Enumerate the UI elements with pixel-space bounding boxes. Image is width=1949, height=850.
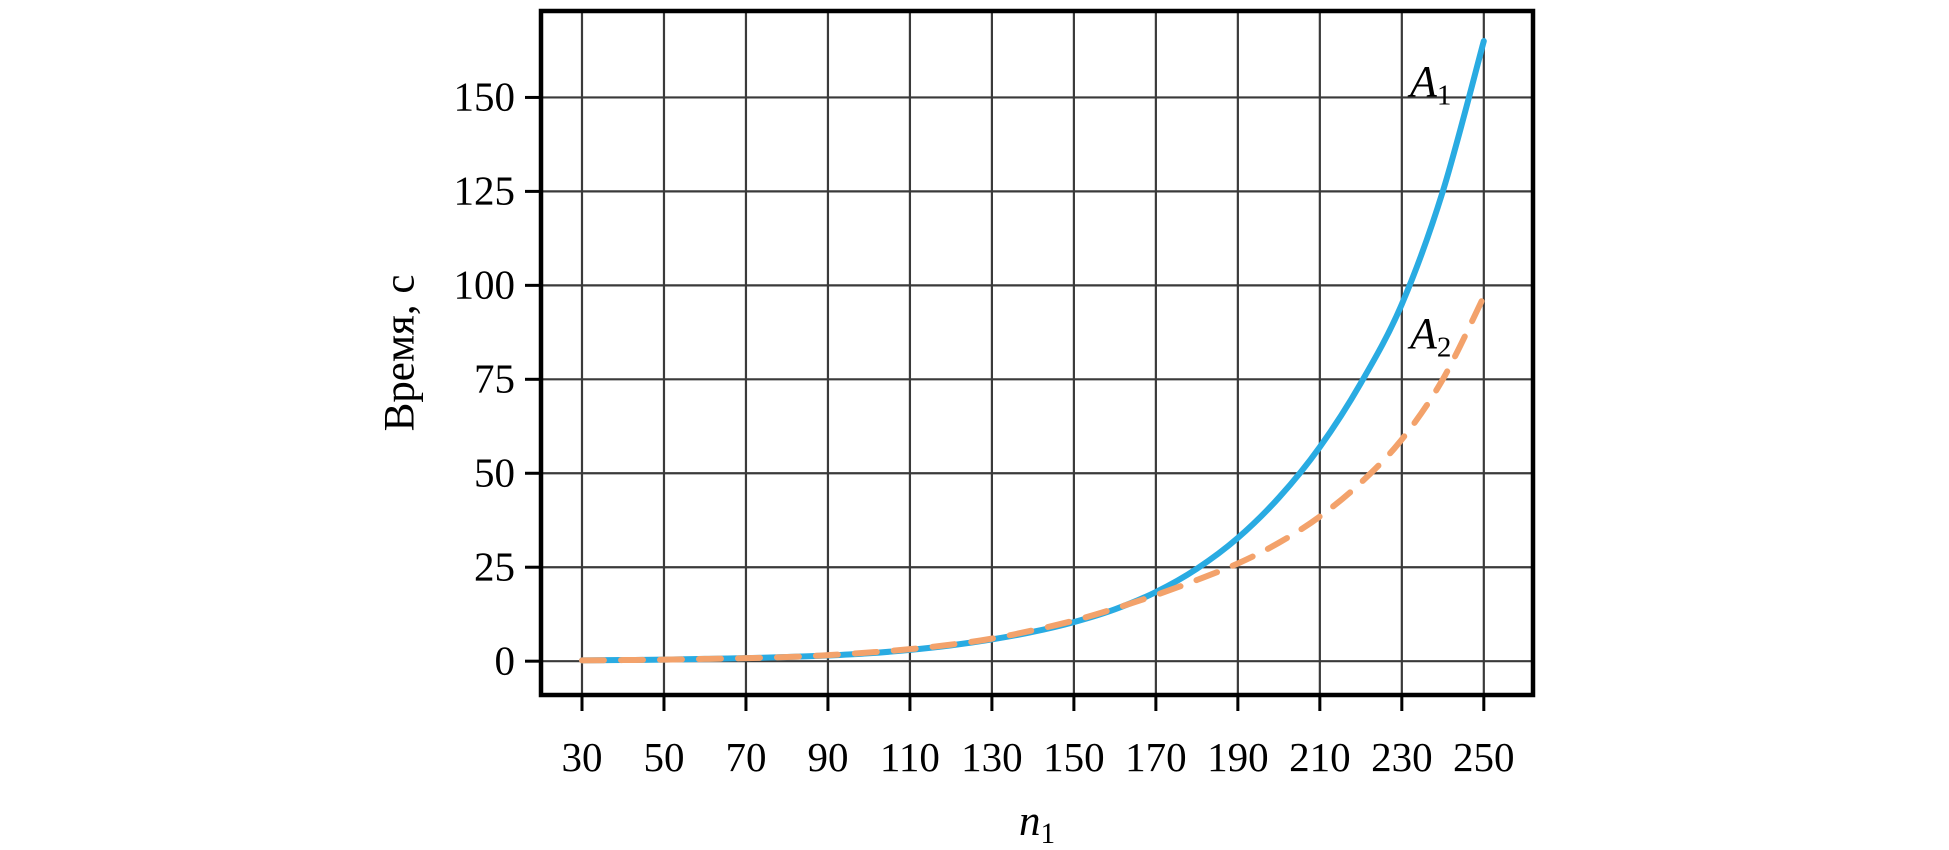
- x-tick-label: 150: [1043, 734, 1105, 780]
- gridlines: [541, 11, 1533, 695]
- curve-label-a2: A2: [1410, 308, 1452, 364]
- axis-spines: [538, 8, 1536, 698]
- axis-ticks: [525, 95, 1486, 711]
- data-curves: [578, 38, 1487, 664]
- x-axis-title-base: n: [1018, 798, 1041, 845]
- x-tick-label: 190: [1207, 734, 1269, 780]
- x-tick-label: 130: [961, 734, 1023, 780]
- y-tick-label: 150: [453, 73, 516, 120]
- y-axis-title: Время, с: [376, 274, 424, 432]
- curve-label-subscript: 1: [1436, 79, 1452, 112]
- x-tick-label: 230: [1371, 734, 1433, 780]
- x-axis-title-subscript: 1: [1040, 818, 1056, 850]
- plot-border: [538, 8, 1536, 698]
- curve-label-a1: A1: [1410, 56, 1452, 112]
- y-tick-label: 25: [474, 543, 515, 590]
- y-tick-label: 50: [474, 449, 515, 496]
- x-tick-label: 50: [643, 734, 685, 780]
- x-tick-label: 90: [807, 734, 849, 780]
- x-tick-label: 110: [879, 734, 940, 780]
- x-tick-label: 210: [1289, 734, 1351, 780]
- x-tick-label: 70: [725, 734, 767, 780]
- x-axis-title: n1: [1019, 800, 1055, 849]
- x-tick-label: 170: [1125, 734, 1187, 780]
- y-tick-label: 125: [453, 167, 516, 214]
- y-tick-label: 100: [453, 261, 516, 308]
- curve-label-base: A: [1410, 56, 1437, 106]
- curve-label-base: A: [1410, 308, 1437, 358]
- y-tick-label: 75: [474, 355, 515, 402]
- x-tick-label: 250: [1453, 734, 1515, 780]
- x-tick-label: 30: [561, 734, 603, 780]
- curve-label-subscript: 2: [1436, 331, 1452, 364]
- curve-a2: [578, 293, 1487, 664]
- y-tick-label: 0: [494, 637, 516, 684]
